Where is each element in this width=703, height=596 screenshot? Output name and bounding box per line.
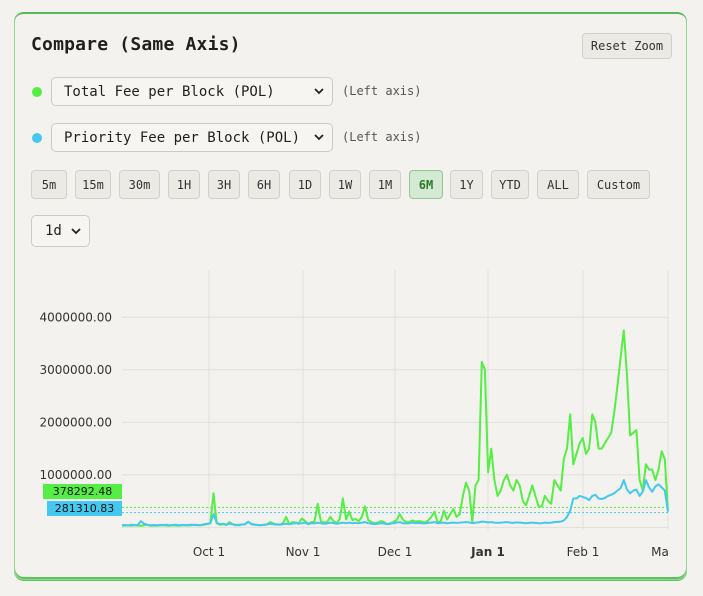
y-tick-label: 2000000.00: [39, 415, 112, 429]
series-2-select[interactable]: Priority Fee per Block (POL): [51, 123, 333, 152]
series-1-select[interactable]: Total Fee per Block (POL): [51, 77, 333, 106]
y-tick-label: 1000000.00: [39, 468, 112, 482]
x-tick-label: Jan 1: [470, 545, 505, 559]
reset-zoom-button[interactable]: Reset Zoom: [582, 33, 672, 59]
series-2-select-value: Priority Fee per Block (POL): [64, 129, 301, 146]
chevron-down-icon: [314, 134, 324, 141]
series-1-color-dot: [32, 87, 42, 97]
range-button-3h[interactable]: 3H: [208, 170, 240, 199]
panel-title: Compare (Same Axis): [31, 34, 241, 55]
series-2-color-dot: [32, 133, 42, 143]
range-button-1m[interactable]: 1M: [369, 170, 401, 199]
range-button-6m[interactable]: 6M: [409, 170, 443, 199]
range-button-6h[interactable]: 6H: [248, 170, 280, 199]
series-2-axis-note: (Left axis): [342, 130, 422, 144]
range-button-5m[interactable]: 5m: [31, 170, 67, 199]
y-tick-label: 3000000.00: [39, 363, 112, 377]
total-fee-series-line: [121, 329, 669, 527]
crosshair-label-priority-fee: 281310.83: [47, 501, 122, 516]
range-button-1w[interactable]: 1W: [329, 170, 361, 199]
crosshair-label-total-fee: 378292.48: [43, 484, 122, 499]
x-tick-label: Oct 1: [193, 545, 225, 559]
x-tick-label: Nov 1: [286, 545, 321, 559]
range-button-30m[interactable]: 30m: [119, 170, 160, 199]
y-tick-label: 4000000.00: [39, 310, 112, 324]
range-button-all[interactable]: ALL: [537, 170, 579, 199]
x-tick-label: Feb 1: [567, 545, 600, 559]
range-button-15m[interactable]: 15m: [75, 170, 111, 199]
range-button-ytd[interactable]: YTD: [491, 170, 529, 199]
series-1-axis-note: (Left axis): [342, 84, 422, 98]
range-button-1h[interactable]: 1H: [168, 170, 200, 199]
interval-select-value: 1d: [45, 223, 62, 239]
chevron-down-icon: [314, 88, 324, 95]
compare-panel: [14, 12, 687, 580]
x-tick-label: Dec 1: [378, 545, 413, 559]
range-button-custom[interactable]: Custom: [587, 170, 650, 199]
x-tick-label: Ma: [651, 545, 669, 559]
range-button-1d[interactable]: 1D: [289, 170, 321, 199]
priority-fee-series-line: [121, 479, 669, 527]
series-1-select-value: Total Fee per Block (POL): [64, 83, 275, 100]
chevron-down-icon: [71, 228, 81, 235]
range-button-1y[interactable]: 1Y: [450, 170, 483, 199]
interval-select[interactable]: 1d: [31, 215, 90, 247]
